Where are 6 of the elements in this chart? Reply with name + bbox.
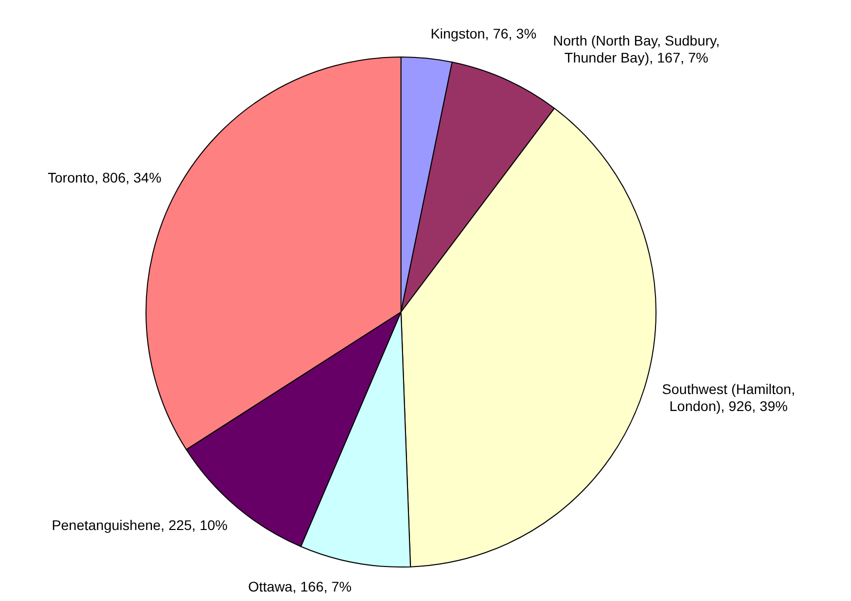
slice-label: Southwest (Hamilton, London), 926, 39% — [662, 381, 796, 414]
slice-label: Toronto, 806, 34% — [48, 169, 162, 186]
slice-label: Ottawa, 166, 7% — [248, 578, 352, 594]
slice-label: Penetanguishene, 225, 10% — [52, 516, 228, 533]
slice-label: North (North Bay, Sudbury, Thunder Bay), 167, 7% — [553, 32, 720, 66]
slice-label: Kingston, 76, 3% — [430, 25, 536, 42]
